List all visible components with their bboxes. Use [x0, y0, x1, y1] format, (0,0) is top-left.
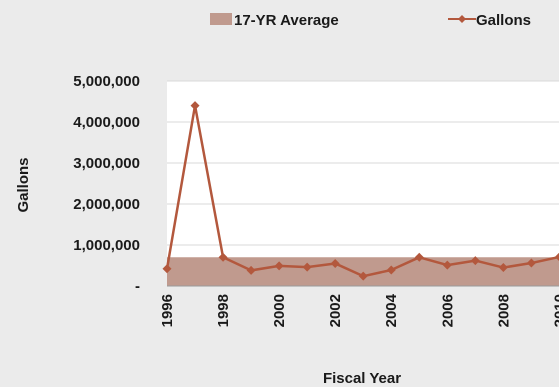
area-17-yr-average [167, 257, 559, 286]
x-tick-label: 2006 [439, 294, 456, 327]
data-point-gallons [302, 262, 312, 272]
y-tick-label: 2,000,000 [73, 196, 140, 213]
data-point-gallons [218, 252, 228, 262]
y-axis-title: Gallons [15, 157, 32, 212]
y-tick-label: 4,000,000 [73, 114, 140, 131]
line-gallons [165, 104, 559, 278]
legend-swatch-17-yr-average [210, 13, 232, 25]
x-axis-tick-labels: 1996 1998 2000 2002 2004 2006 2008 2010 [159, 293, 559, 327]
plot-area [167, 81, 559, 286]
y-tick-label: 1,000,000 [73, 237, 140, 254]
data-point-gallons [554, 252, 559, 261]
data-point-gallons [498, 263, 508, 273]
data-point-gallons [162, 264, 172, 274]
data-point-gallons [442, 260, 452, 270]
data-point-gallons [246, 265, 256, 275]
gridlines [167, 80, 559, 246]
legend-label-gallons: Gallons [476, 12, 531, 29]
data-point-gallons [330, 258, 340, 268]
series-gallons [162, 101, 559, 281]
data-point-gallons [274, 261, 284, 271]
y-tick-label: 3,000,000 [73, 155, 140, 172]
data-point-gallons [414, 252, 424, 262]
data-point-gallons [386, 265, 396, 275]
x-tick-label: 2000 [271, 294, 288, 327]
x-tick-label: 2002 [327, 294, 344, 327]
x-tick-label: 2010 [551, 294, 559, 327]
series-17-yr-average [167, 257, 559, 286]
y-tick-label: - [135, 278, 140, 295]
y-tick-label: 5,000,000 [73, 73, 140, 90]
x-axis-title: Fiscal Year [323, 370, 401, 387]
data-point-gallons [526, 258, 536, 268]
legend-label-17-yr-average: 17-YR Average [234, 12, 339, 29]
y-axis-tick-labels: - 1,000,000 2,000,000 3,000,000 4,000,000 5,0… [73, 73, 140, 295]
data-point-gallons [470, 256, 480, 266]
x-tick-label: 1996 [159, 294, 176, 327]
x-tick-label: 2008 [495, 294, 512, 327]
data-point-gallons [190, 101, 200, 111]
data-point-gallons [358, 271, 368, 281]
x-tick-label: 1998 [215, 294, 232, 327]
x-tick-label: 2004 [383, 293, 400, 327]
legend: 17-YR Average Gallons [210, 12, 531, 29]
legend-marker-gallons [458, 15, 466, 23]
